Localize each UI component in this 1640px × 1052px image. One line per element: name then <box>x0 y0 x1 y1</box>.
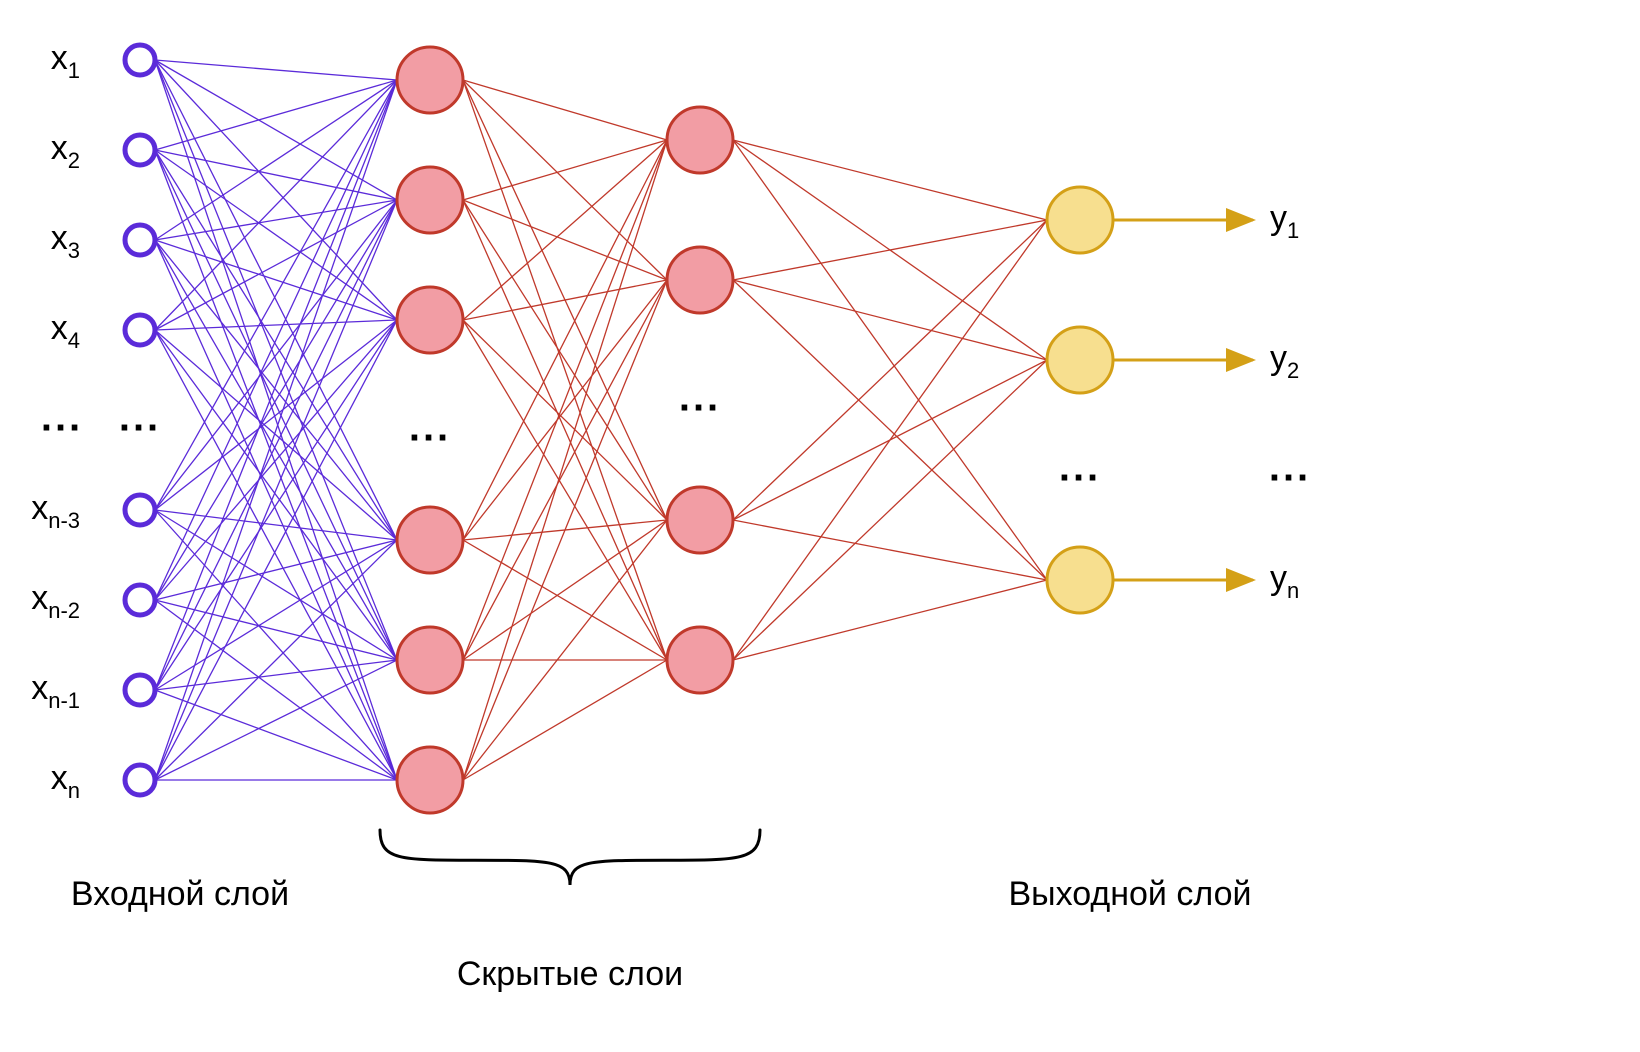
input-node-label: x2 <box>51 129 80 173</box>
input-node <box>125 45 155 75</box>
edge <box>155 80 397 150</box>
edge <box>463 140 667 540</box>
hidden2-node <box>667 627 733 693</box>
edge <box>155 540 397 780</box>
edge <box>733 360 1047 660</box>
input-node-label: xn-3 <box>31 489 80 533</box>
output-node-label: yn <box>1270 559 1299 603</box>
edge <box>733 520 1047 580</box>
input-layer: x1 x2 x3 x4...... xn-3 xn-2 xn-1 xn <box>31 39 161 803</box>
output-node-label: y2 <box>1270 339 1299 383</box>
edge <box>155 60 397 200</box>
edge <box>733 220 1047 660</box>
output-node <box>1047 187 1113 253</box>
edge <box>155 80 397 240</box>
edge <box>155 60 397 780</box>
edge <box>155 660 397 780</box>
input-label-ellipsis: ... <box>41 396 83 440</box>
edge <box>463 140 667 780</box>
edge <box>155 200 397 780</box>
edge <box>155 200 397 600</box>
edge <box>733 140 1047 580</box>
hidden1-node <box>397 47 463 113</box>
edge <box>463 280 667 320</box>
edge <box>463 280 667 660</box>
output-layer-label: Выходной слой <box>1009 875 1252 913</box>
edge <box>155 150 397 660</box>
hidden2-node <box>667 107 733 173</box>
edge <box>733 580 1047 660</box>
neural-network-diagram: x1 x2 x3 x4...... xn-3 xn-2 xn-1 xn...... y1 y2..… <box>0 0 1640 1052</box>
edge <box>155 60 397 540</box>
edge <box>733 280 1047 360</box>
input-ellipsis: ... <box>119 396 161 440</box>
edge <box>155 80 397 330</box>
hidden1-ellipsis: ... <box>409 406 451 450</box>
edge <box>463 280 667 780</box>
edge <box>463 140 667 200</box>
hidden2-ellipsis: ... <box>679 376 721 420</box>
edge <box>463 280 667 540</box>
hidden-layers-label: Скрытые слои <box>457 955 683 993</box>
hidden1-node <box>397 747 463 813</box>
edge <box>155 60 397 80</box>
hidden1-layer: ... <box>397 47 463 813</box>
input-node-label: x1 <box>51 39 80 83</box>
hidden2-node <box>667 487 733 553</box>
edge <box>155 600 397 660</box>
input-node-label: xn-1 <box>31 669 80 713</box>
edge <box>155 60 397 320</box>
hidden2-layer: ... <box>667 107 733 693</box>
edge <box>733 220 1047 280</box>
edges <box>155 60 1047 780</box>
input-node-label: xn-2 <box>31 579 80 623</box>
edge <box>733 140 1047 220</box>
input-node <box>125 315 155 345</box>
input-node <box>125 675 155 705</box>
hidden-layers-brace <box>380 830 760 885</box>
input-node <box>125 765 155 795</box>
edge <box>463 660 667 780</box>
output-node-label: y1 <box>1270 199 1299 243</box>
hidden1-node <box>397 167 463 233</box>
input-node <box>125 135 155 165</box>
edge <box>155 240 397 320</box>
edge <box>733 280 1047 580</box>
output-label-ellipsis: ... <box>1269 446 1311 490</box>
input-node <box>125 225 155 255</box>
hidden1-node <box>397 627 463 693</box>
output-layer: y1 y2...... yn <box>1047 187 1311 613</box>
edge <box>733 220 1047 520</box>
hidden1-node <box>397 507 463 573</box>
edge <box>463 520 667 780</box>
edge <box>155 540 397 690</box>
input-node-label: x4 <box>51 309 80 353</box>
output-node <box>1047 547 1113 613</box>
edge <box>155 510 397 540</box>
edge <box>463 200 667 520</box>
hidden1-node <box>397 287 463 353</box>
output-ellipsis: ... <box>1059 446 1101 490</box>
edge <box>463 200 667 660</box>
edge <box>155 330 397 780</box>
input-layer-label: Входной слой <box>71 875 289 913</box>
edge <box>155 80 397 690</box>
output-node <box>1047 327 1113 393</box>
input-node <box>125 585 155 615</box>
edge <box>155 320 397 690</box>
edge <box>155 690 397 780</box>
input-node-label: x3 <box>51 219 80 263</box>
input-node <box>125 495 155 525</box>
input-node-label: xn <box>51 759 80 803</box>
edge <box>155 600 397 780</box>
hidden2-node <box>667 247 733 313</box>
edge <box>463 140 667 660</box>
